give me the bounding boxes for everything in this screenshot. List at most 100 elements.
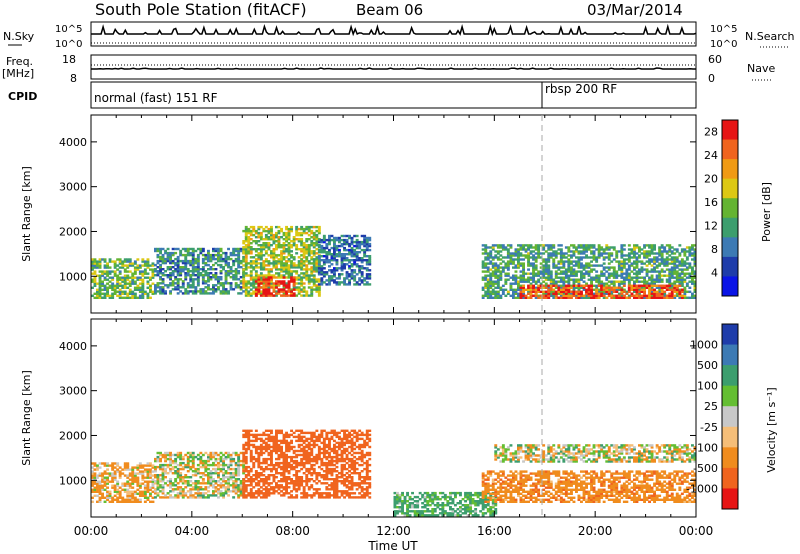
heatmap-cell bbox=[128, 498, 132, 501]
heatmap-cell bbox=[247, 266, 251, 269]
heatmap-cell bbox=[176, 259, 180, 263]
heatmap-cell bbox=[605, 278, 609, 281]
heatmap-cell bbox=[501, 260, 505, 263]
heatmap-cell bbox=[91, 260, 94, 263]
heatmap-cell bbox=[514, 282, 518, 285]
heatmap-cell bbox=[277, 242, 281, 245]
heatmap-cell bbox=[159, 480, 162, 483]
heatmap-cell bbox=[564, 294, 568, 297]
heatmap-cell bbox=[481, 248, 485, 251]
heatmap-cell bbox=[358, 279, 362, 282]
heatmap-cell bbox=[264, 288, 268, 291]
heatmap-cell bbox=[645, 286, 649, 289]
heatmap-cell bbox=[292, 278, 296, 281]
heatmap-cell bbox=[229, 467, 233, 471]
heatmap-cell bbox=[171, 266, 175, 269]
heatmap-cell bbox=[264, 280, 268, 283]
heatmap-cell bbox=[315, 229, 319, 233]
heatmap-cell bbox=[557, 296, 561, 299]
heatmap-cell bbox=[620, 294, 624, 297]
heatmap-cell bbox=[264, 443, 268, 447]
heatmap-cell bbox=[191, 488, 195, 491]
heatmap-cell bbox=[635, 256, 639, 259]
heatmap-cell bbox=[501, 266, 505, 269]
heatmap-cell bbox=[196, 261, 200, 265]
heatmap-cell bbox=[330, 275, 334, 278]
heatmap-cell bbox=[184, 261, 188, 265]
heatmap-cell bbox=[282, 282, 286, 285]
heatmap-cell bbox=[522, 266, 525, 269]
heatmap-cell bbox=[98, 258, 102, 261]
heatmap-cell bbox=[300, 233, 304, 237]
heatmap-cell bbox=[305, 250, 309, 253]
heatmap-cell bbox=[166, 457, 170, 461]
heatmap-cell bbox=[343, 253, 346, 256]
heatmap-cell bbox=[247, 478, 251, 481]
heatmap-cell bbox=[156, 253, 160, 257]
heatmap-cell bbox=[123, 280, 127, 283]
heatmap-cell bbox=[691, 258, 694, 261]
heatmap-cell bbox=[171, 482, 175, 485]
heatmap-cell bbox=[116, 498, 120, 501]
heatmap-cell bbox=[217, 480, 220, 483]
heatmap-cell bbox=[154, 467, 157, 471]
heatmap-cell bbox=[537, 290, 541, 293]
heatmap-cell bbox=[186, 457, 190, 461]
heatmap-cell bbox=[592, 296, 596, 299]
heatmap-cell bbox=[481, 260, 485, 263]
heatmap-cell bbox=[121, 500, 125, 503]
heatmap-cell bbox=[658, 280, 662, 283]
heatmap-cell bbox=[169, 253, 172, 257]
heatmap-cell bbox=[340, 281, 344, 284]
heatmap-cell bbox=[275, 272, 278, 275]
heatmap-cell bbox=[633, 276, 636, 279]
heatmap-cell bbox=[675, 278, 679, 281]
heatmap-cell bbox=[691, 294, 694, 297]
heatmap-cell bbox=[653, 244, 656, 247]
heatmap-cell bbox=[529, 264, 533, 267]
heatmap-cell bbox=[529, 272, 533, 275]
heatmap-cell bbox=[537, 254, 541, 257]
heatmap-cell bbox=[204, 461, 208, 465]
heatmap-cell bbox=[239, 247, 243, 251]
heatmap-cell bbox=[280, 282, 283, 285]
heatmap-cell bbox=[275, 262, 278, 265]
heatmap-cell bbox=[116, 294, 120, 297]
heatmap-cell bbox=[174, 480, 178, 483]
heatmap-cell bbox=[524, 250, 528, 253]
heatmap-cell bbox=[519, 276, 523, 279]
heatmap-cell bbox=[267, 290, 271, 293]
heatmap-cell bbox=[512, 278, 515, 281]
heatmap-cell bbox=[171, 259, 175, 263]
heatmap-cell bbox=[143, 292, 147, 295]
heatmap-cell bbox=[275, 472, 278, 475]
heatmap-cell bbox=[282, 270, 286, 273]
heatmap-cell bbox=[141, 280, 145, 283]
heatmap-cell bbox=[141, 472, 145, 475]
heatmap-cell bbox=[106, 266, 109, 269]
heatmap-cell bbox=[522, 270, 525, 273]
heatmap-cell bbox=[257, 256, 261, 259]
heatmap-cell bbox=[489, 280, 493, 283]
heatmap-cell bbox=[244, 431, 248, 435]
heatmap-cell bbox=[126, 276, 130, 279]
heatmap-cell bbox=[615, 296, 619, 299]
heatmap-cell bbox=[133, 286, 137, 289]
heatmap-cell bbox=[242, 492, 246, 495]
heatmap-cell bbox=[254, 490, 258, 493]
heatmap-cell bbox=[126, 282, 130, 285]
heatmap-cell bbox=[633, 288, 636, 291]
heatmap-cell bbox=[169, 463, 172, 467]
heatmap-cell bbox=[121, 472, 125, 475]
heatmap-cell bbox=[249, 439, 253, 443]
heatmap-cell bbox=[670, 290, 674, 293]
heatmap-cell bbox=[222, 290, 225, 293]
heatmap-cell bbox=[186, 490, 190, 493]
heatmap-cell bbox=[285, 488, 288, 491]
heatmap-cell bbox=[242, 255, 246, 259]
heatmap-cell bbox=[106, 480, 109, 483]
velocity-cells bbox=[91, 429, 697, 517]
heatmap-cell bbox=[312, 274, 316, 277]
heatmap-cell bbox=[179, 474, 183, 477]
heatmap-cell bbox=[658, 262, 662, 265]
